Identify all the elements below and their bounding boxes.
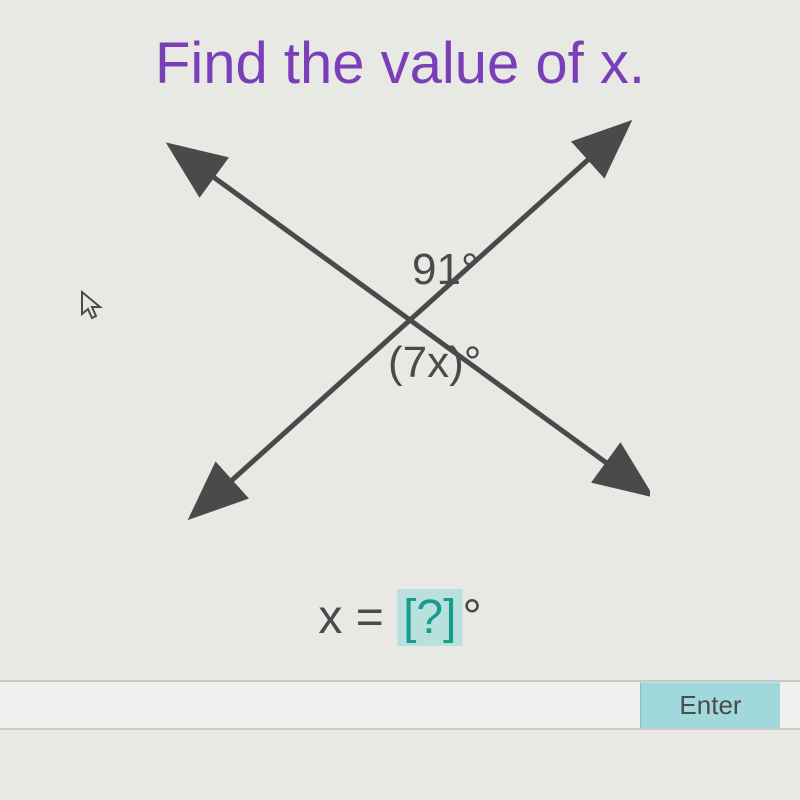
enter-button[interactable]: Enter [640, 682, 780, 728]
angle-diagram: 91° (7x)° [150, 120, 650, 540]
lines-svg [150, 120, 650, 540]
cursor-icon [80, 290, 104, 330]
question-title: Find the value of x. [155, 30, 645, 97]
input-bar[interactable]: Enter [0, 680, 800, 730]
answer-prefix: x = [318, 591, 397, 644]
angle-label-bottom: (7x)° [388, 338, 481, 388]
answer-expression: x = [?]° [318, 590, 481, 645]
answer-placeholder[interactable]: [?] [397, 589, 462, 646]
angle-label-top: 91° [412, 245, 479, 295]
answer-suffix: ° [462, 591, 481, 644]
line-2 [210, 140, 610, 500]
